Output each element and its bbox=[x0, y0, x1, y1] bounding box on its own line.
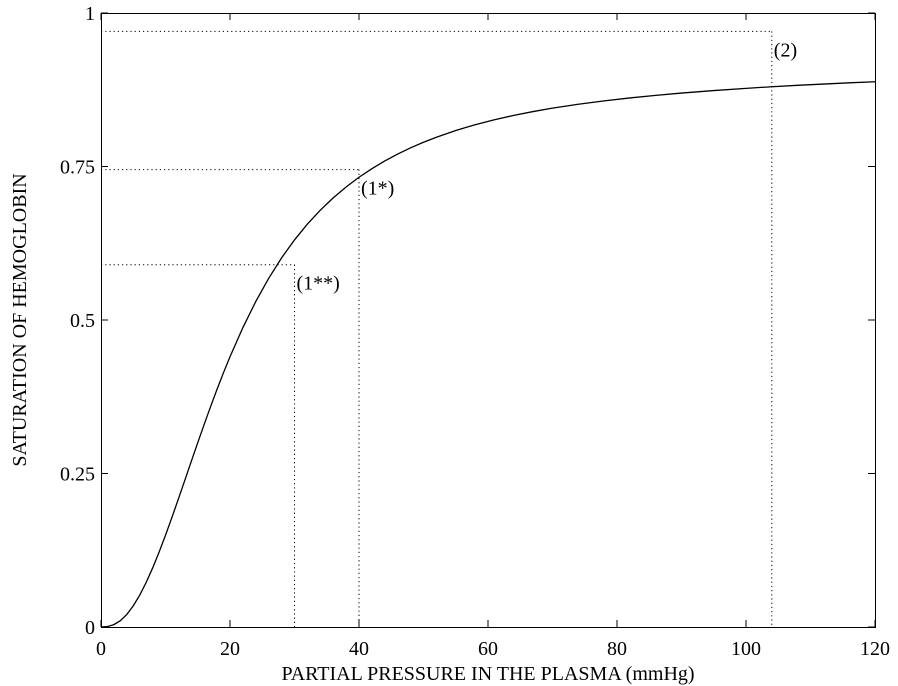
y-tick-label: 0.5 bbox=[70, 310, 95, 332]
annotations: (1**) (1*) (2) bbox=[297, 39, 798, 294]
annotation-label: (2) bbox=[774, 39, 797, 61]
x-tick-label: 100 bbox=[731, 638, 761, 660]
plot-frame bbox=[101, 13, 876, 628]
annotation-label: (1*) bbox=[361, 178, 394, 200]
x-axis-title: PARTIAL PRESSURE IN THE PLASMA (mmHg) bbox=[281, 663, 694, 685]
x-tick-label: 20 bbox=[220, 638, 240, 660]
y-ticks: 0 0.25 0.5 0.75 1 bbox=[60, 3, 875, 639]
reference-lines bbox=[101, 30, 773, 627]
saturation-curve bbox=[100, 81, 876, 628]
y-tick-label: 0.75 bbox=[60, 157, 95, 179]
y-axis-title: SATURATION OF HEMOGLOBIN bbox=[9, 173, 31, 466]
y-tick-label: 1 bbox=[85, 3, 95, 25]
annotation-label: (1**) bbox=[297, 273, 340, 295]
x-tick-label: 0 bbox=[96, 638, 106, 660]
x-tick-label: 40 bbox=[349, 638, 369, 660]
y-tick-label: 0 bbox=[85, 617, 95, 639]
x-tick-label: 80 bbox=[607, 638, 627, 660]
x-tick-label: 60 bbox=[478, 638, 498, 660]
y-tick-label: 0.25 bbox=[60, 464, 95, 486]
x-tick-label: 120 bbox=[860, 638, 890, 660]
x-ticks: 0 20 40 60 80 100 120 bbox=[96, 13, 890, 660]
